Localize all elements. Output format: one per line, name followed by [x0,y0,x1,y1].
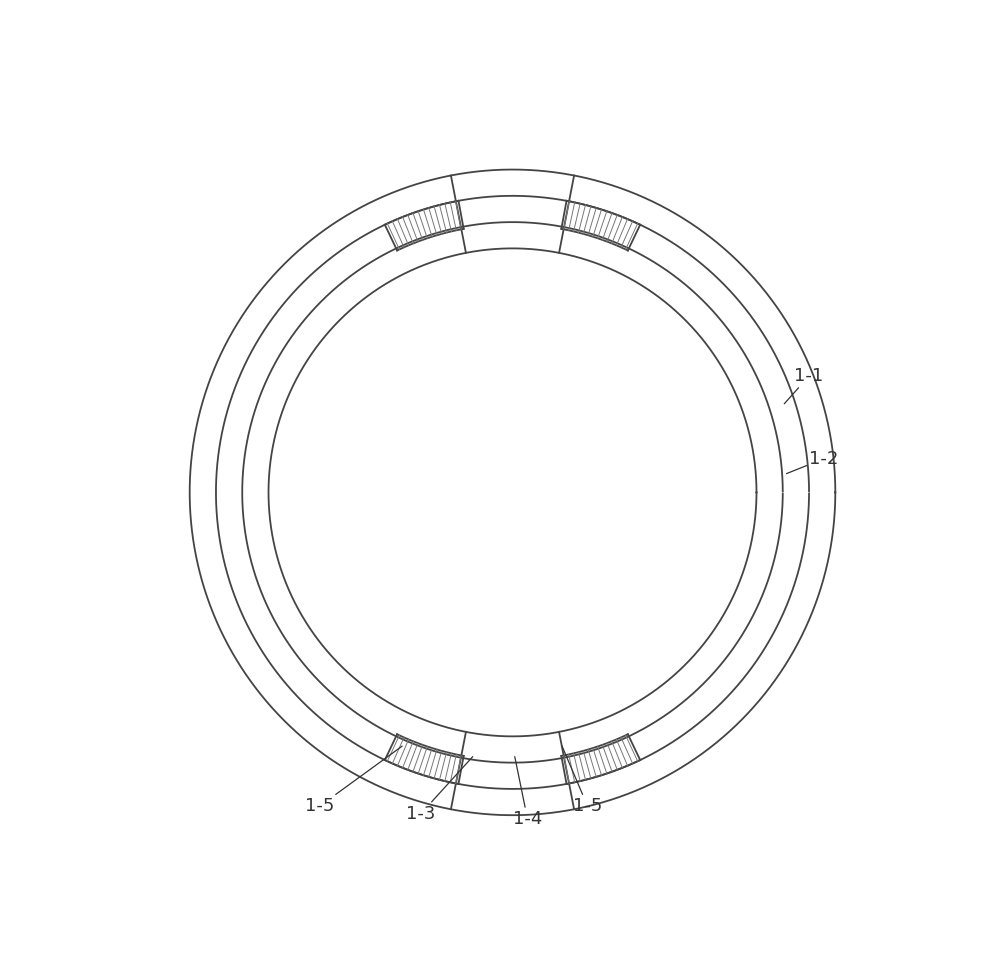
Text: 1-5: 1-5 [562,746,602,815]
Text: 1-4: 1-4 [513,757,542,828]
Text: 1-1: 1-1 [784,367,824,404]
Text: 1-3: 1-3 [406,757,473,823]
Text: 1-5: 1-5 [305,746,402,815]
Text: 1-2: 1-2 [787,449,839,474]
